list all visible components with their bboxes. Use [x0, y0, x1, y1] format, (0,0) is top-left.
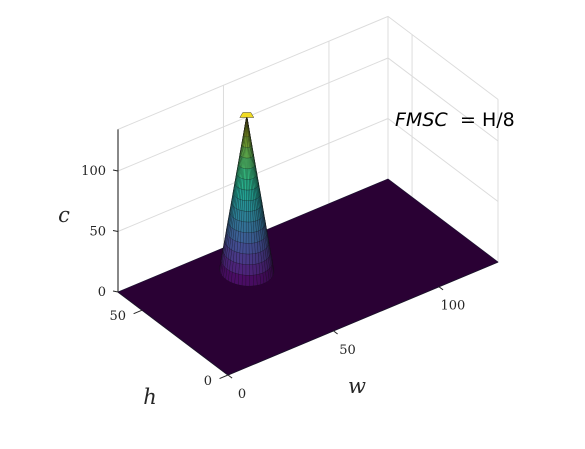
- surface-facet: [242, 264, 247, 276]
- surface-facet: [242, 253, 247, 265]
- surface-facet: [239, 242, 244, 254]
- surface-facet: [243, 232, 247, 244]
- surface-facet: [245, 157, 247, 170]
- surface-facet: [245, 243, 250, 255]
- surface-facet: [239, 252, 244, 265]
- surface-facet: [243, 200, 247, 212]
- tick-labels: 0 50 100 0 50 0 50 100: [81, 164, 465, 402]
- axes-grid: [117, 15, 499, 293]
- surface-facet: [238, 273, 243, 286]
- z-tick-label-2: 100: [81, 164, 106, 179]
- surface-facet: [246, 211, 249, 223]
- x-tick-mark-1: [333, 330, 338, 335]
- surface-facet: [243, 210, 247, 223]
- surface-facet: [245, 253, 250, 265]
- surface-facet: [240, 221, 244, 233]
- surface-facet: [244, 189, 247, 201]
- surface-facet: [245, 275, 250, 287]
- surface-facet: [238, 263, 243, 276]
- z-tick-mark-1: [112, 230, 119, 232]
- x-axis-label: w: [348, 374, 366, 398]
- annotation: FMSC = H/8: [395, 109, 515, 131]
- z-tick-label-1: 50: [89, 225, 106, 240]
- x-tick-mark-0: [227, 374, 233, 379]
- surface-facet: [246, 221, 250, 233]
- z-tick-mark-2: [112, 169, 119, 172]
- surface-facet: [245, 264, 250, 276]
- y-axis-label: h: [143, 385, 157, 409]
- surface-mesh: [117, 112, 499, 376]
- z-axis-label: c: [58, 203, 70, 227]
- y-tick-mark-0: [219, 374, 229, 379]
- surface-facet: [249, 264, 254, 276]
- surface-facet: [234, 273, 239, 286]
- x-tick-label-0: 0: [238, 387, 246, 402]
- surface-facet: [249, 275, 254, 287]
- x-tick-label-2: 100: [441, 299, 466, 314]
- grid-top-edge: [117, 15, 499, 130]
- surface-floor: [117, 178, 499, 376]
- z-tick-mark-0: [112, 290, 119, 293]
- surface-facet: [267, 267, 272, 281]
- annotation-lhs: FMSC: [395, 109, 448, 131]
- y-tick-label-0: 0: [204, 374, 212, 389]
- surface-facet: [245, 232, 250, 244]
- annotation-rhs: = H/8: [460, 109, 515, 131]
- surface-facet: [241, 274, 247, 287]
- surface-facet: [242, 242, 247, 255]
- surface-peak-cap: [239, 112, 255, 118]
- z-tick-label-0: 0: [98, 285, 106, 300]
- y-tick-mark-1: [133, 309, 143, 315]
- surface-facet: [240, 231, 244, 244]
- x-tick-mark-2: [438, 286, 444, 291]
- x-tick-label-1: 50: [339, 343, 356, 358]
- surface-facet: [243, 221, 247, 233]
- y-tick-label-1: 50: [110, 309, 127, 324]
- surface-facet: [244, 179, 247, 191]
